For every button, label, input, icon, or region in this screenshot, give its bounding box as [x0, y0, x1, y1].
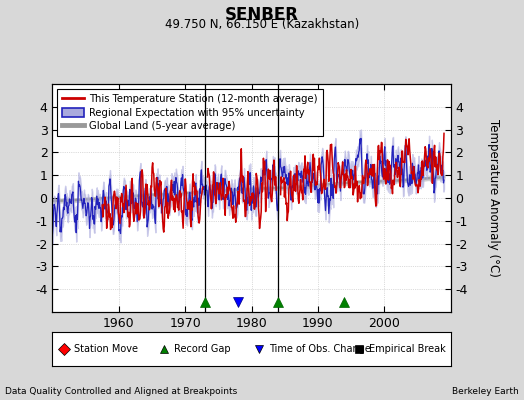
Text: Empirical Break: Empirical Break [369, 344, 446, 354]
Text: Berkeley Earth: Berkeley Earth [452, 387, 519, 396]
Text: Data Quality Controlled and Aligned at Breakpoints: Data Quality Controlled and Aligned at B… [5, 387, 237, 396]
Text: Record Gap: Record Gap [174, 344, 231, 354]
Text: 49.750 N, 66.150 E (Kazakhstan): 49.750 N, 66.150 E (Kazakhstan) [165, 18, 359, 31]
Text: Time of Obs. Change: Time of Obs. Change [269, 344, 372, 354]
Legend: This Temperature Station (12-month average), Regional Expectation with 95% uncer: This Temperature Station (12-month avera… [58, 89, 323, 136]
Text: Station Move: Station Move [74, 344, 138, 354]
Y-axis label: Temperature Anomaly (°C): Temperature Anomaly (°C) [487, 119, 500, 277]
Text: SENBER: SENBER [225, 6, 299, 24]
